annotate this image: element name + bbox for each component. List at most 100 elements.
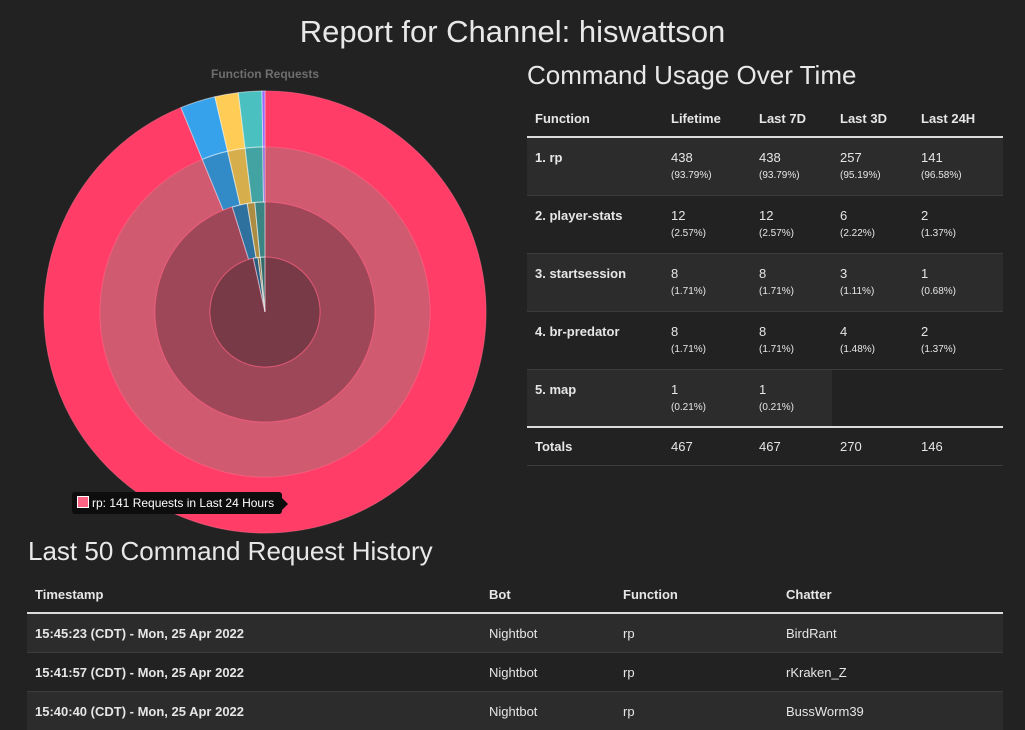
last-24h-cell (913, 369, 1003, 427)
page-title: Report for Channel: hiswattson (0, 14, 1025, 50)
history-table: Timestamp Bot Function Chatter 15:45:23 … (27, 576, 1003, 730)
col-function: Function (527, 100, 663, 137)
col-bot: Bot (481, 576, 615, 613)
function-name: 5. map (527, 369, 663, 427)
count: 8 (759, 324, 824, 339)
count: 12 (759, 208, 824, 223)
total-lifetime: 467 (663, 427, 751, 465)
percent: (1.37%) (921, 228, 995, 239)
count: 438 (671, 150, 743, 165)
function-requests-chart: Function Requests rp: 141 Requests in La… (30, 60, 500, 540)
bot-cell: Nightbot (481, 692, 615, 730)
function-cell: rp (615, 653, 778, 692)
pie-slice-map-lifetime[interactable] (262, 91, 265, 147)
col-last-7d: Last 7D (751, 100, 832, 137)
percent: (1.71%) (759, 344, 824, 355)
usage-row: 5. map 1 (0.21%) 1 (0.21%) (527, 369, 1003, 427)
totals-label: Totals (527, 427, 663, 465)
count: 1 (671, 382, 743, 397)
history-row: 15:41:57 (CDT) - Mon, 25 Apr 2022 Nightb… (27, 653, 1003, 692)
percent: (2.57%) (671, 228, 743, 239)
percent: (0.68%) (921, 286, 995, 297)
usage-row: 3. startsession 8(1.71%) 8(1.71%) 3(1.11… (527, 253, 1003, 311)
percent: (96.58%) (921, 170, 995, 181)
usage-row: 1. rp 438 (93.79%) 438 (93.79%) 257 (95.19%… (527, 137, 1003, 195)
percent: (1.71%) (671, 344, 743, 355)
timestamp-cell: 15:45:23 (CDT) - Mon, 25 Apr 2022 (27, 613, 481, 653)
col-last-3d: Last 3D (832, 100, 913, 137)
chart-tooltip: rp: 141 Requests in Last 24 Hours (72, 492, 282, 514)
last-24h-cell: 141 (96.58%) (913, 137, 1003, 195)
percent: (2.22%) (840, 228, 905, 239)
bot-cell: Nightbot (481, 653, 615, 692)
chatter-cell: rKraken_Z (778, 653, 1003, 692)
last-3d-cell: 257 (95.19%) (832, 137, 913, 195)
percent: (1.71%) (759, 286, 824, 297)
lifetime-cell: 12 (2.57%) (663, 195, 751, 253)
usage-table: Function Lifetime Last 7D Last 3D Last 2… (527, 100, 1003, 466)
col-lifetime: Lifetime (663, 100, 751, 137)
last-7d-cell: 8 (1.71%) (751, 311, 832, 369)
last-24h-cell: 2 (1.37%) (913, 195, 1003, 253)
usage-row: 2. player-stats 12 (2.57%) 12 (2.57%) 6 (2.… (527, 195, 1003, 253)
percent: (1.11%) (840, 286, 905, 297)
percent: (2.57%) (759, 228, 824, 239)
total-last-24h: 146 (913, 427, 1003, 465)
percent: (1.48%) (840, 344, 905, 355)
lifetime-cell: 8(1.71%) (663, 311, 751, 369)
last-3d-cell: 4 (1.48%) (832, 311, 913, 369)
col-timestamp: Timestamp (27, 576, 481, 613)
history-row: 15:45:23 (CDT) - Mon, 25 Apr 2022 Nightb… (27, 613, 1003, 653)
percent: (93.79%) (759, 170, 824, 181)
usage-section-title: Command Usage Over Time (527, 60, 856, 91)
lifetime-cell: 1 (0.21%) (663, 369, 751, 427)
count: 8 (671, 266, 743, 281)
last-7d-cell: 8 (1.71%) (751, 253, 832, 311)
count: 141 (921, 150, 995, 165)
function-name: 4. br-predator (527, 311, 663, 369)
chatter-cell: BussWorm39 (778, 692, 1003, 730)
percent: (0.21%) (759, 402, 824, 413)
count: 1 (759, 382, 824, 397)
bot-cell: Nightbot (481, 613, 615, 653)
percent: (1.37%) (921, 344, 995, 355)
percent: (93.79%) (671, 170, 743, 181)
last-3d-cell (832, 369, 913, 427)
count: 2 (921, 324, 995, 339)
total-last-7d: 467 (751, 427, 832, 465)
count: 438 (759, 150, 824, 165)
function-name: 3. startsession (527, 253, 663, 311)
tooltip-swatch (77, 496, 89, 508)
lifetime-cell: 8(1.71%) (663, 253, 751, 311)
function-name: 1. rp (527, 137, 663, 195)
chatter-cell: BirdRant (778, 613, 1003, 653)
last-7d-cell: 1 (0.21%) (751, 369, 832, 427)
last-24h-cell: 1 (0.68%) (913, 253, 1003, 311)
percent: (95.19%) (840, 170, 905, 181)
totals-row: Totals 467 467 270 146 (527, 427, 1003, 465)
function-name: 2. player-stats (527, 195, 663, 253)
count: 8 (759, 266, 824, 281)
history-row: 15:40:40 (CDT) - Mon, 25 Apr 2022 Nightb… (27, 692, 1003, 730)
history-header-row: Timestamp Bot Function Chatter (27, 576, 1003, 613)
count: 4 (840, 324, 905, 339)
last-24h-cell: 2 (1.37%) (913, 311, 1003, 369)
timestamp-cell: 15:40:40 (CDT) - Mon, 25 Apr 2022 (27, 692, 481, 730)
usage-row: 4. br-predator 8(1.71%) 8(1.71%) 4(1.48%… (527, 311, 1003, 369)
total-last-3d: 270 (832, 427, 913, 465)
count: 12 (671, 208, 743, 223)
count: 2 (921, 208, 995, 223)
col-chatter: Chatter (778, 576, 1003, 613)
count: 6 (840, 208, 905, 223)
last-3d-cell: 3(1.11%) (832, 253, 913, 311)
pie-slice-map-last-7d[interactable] (263, 147, 265, 202)
count: 1 (921, 266, 995, 281)
lifetime-cell: 438 (93.79%) (663, 137, 751, 195)
tooltip-text: rp: 141 Requests in Last 24 Hours (92, 496, 274, 510)
last-3d-cell: 6 (2.22%) (832, 195, 913, 253)
col-last-24h: Last 24H (913, 100, 1003, 137)
function-cell: rp (615, 692, 778, 730)
percent: (0.21%) (671, 402, 743, 413)
history-section-title: Last 50 Command Request History (28, 536, 433, 567)
count: 257 (840, 150, 905, 165)
